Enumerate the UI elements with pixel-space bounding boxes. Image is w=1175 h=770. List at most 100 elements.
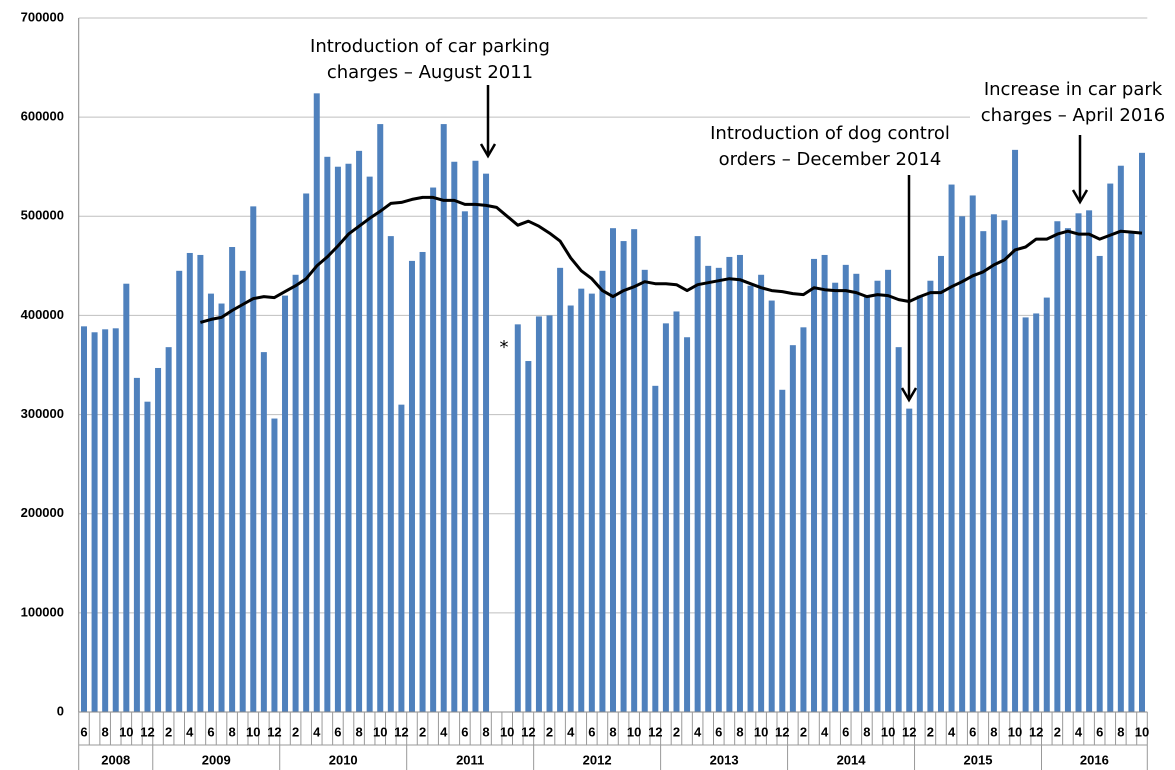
x-tick-label: 12 (902, 724, 916, 739)
x-tick-label: 8 (1117, 724, 1124, 739)
bar (620, 241, 627, 713)
annotation-text: charges – August 2011 (327, 62, 533, 83)
y-tick-label: 300000 (21, 406, 64, 421)
year-label: 2009 (202, 752, 231, 767)
annotation-text: Introduction of car parking (310, 36, 550, 57)
bar (525, 361, 532, 712)
bar (1096, 255, 1103, 712)
bar (1022, 317, 1029, 712)
bar (218, 303, 225, 712)
y-tick-label: 700000 (21, 9, 64, 24)
bar (144, 401, 151, 712)
bar (81, 326, 87, 712)
bar (356, 150, 363, 712)
bar (1086, 210, 1093, 712)
bar (673, 311, 680, 712)
x-tick-label: 6 (334, 724, 341, 739)
annotation-background (290, 32, 570, 90)
bar (885, 269, 892, 712)
x-tick-label: 4 (313, 724, 321, 739)
x-tick-label: 12 (648, 724, 662, 739)
x-tick-label: 2 (165, 724, 172, 739)
bar (705, 265, 712, 712)
x-tick-label: 10 (246, 724, 260, 739)
bar (345, 163, 352, 713)
x-tick-label: 6 (80, 724, 87, 739)
x-tick-label: 6 (1096, 724, 1103, 739)
bar (377, 124, 384, 712)
year-label: 2015 (964, 752, 993, 767)
bar (1107, 183, 1114, 712)
bar (969, 195, 976, 713)
bar (694, 236, 701, 712)
bar (1033, 313, 1040, 712)
x-tick-label: 4 (1075, 724, 1083, 739)
bar (440, 124, 447, 712)
bar (758, 274, 765, 712)
arrow-head (900, 387, 918, 403)
year-label: 2013 (710, 752, 739, 767)
bar (102, 329, 109, 712)
bar (1012, 149, 1019, 713)
bar (874, 280, 881, 712)
bar (292, 274, 299, 712)
moving-average-line (199, 195, 1143, 324)
year-label: 2012 (583, 752, 612, 767)
x-tick-label: 10 (373, 724, 387, 739)
x-tick-label: 8 (863, 724, 870, 739)
x-tick-label: 10 (754, 724, 768, 739)
bar (895, 347, 902, 712)
bar (546, 315, 553, 712)
bar (906, 408, 913, 712)
bar (610, 228, 616, 712)
y-tick-label: 500000 (21, 208, 64, 223)
annotation-text: charges – April 2016 (981, 105, 1165, 126)
bar (832, 282, 839, 712)
x-tick-label: 12 (775, 724, 789, 739)
bar (1054, 221, 1061, 712)
bar (176, 270, 183, 712)
bar (250, 206, 257, 712)
bar (768, 300, 775, 712)
bar (514, 324, 521, 712)
bar (821, 254, 828, 713)
x-tick-label: 10 (627, 724, 641, 739)
x-tick-label: 4 (186, 724, 194, 739)
bar (959, 216, 966, 713)
bar (853, 273, 860, 712)
x-tick-label: 2 (1054, 724, 1061, 739)
annotation-text: * (500, 337, 509, 358)
bar (535, 316, 542, 712)
bar (483, 173, 490, 712)
x-tick-label: 12 (140, 724, 154, 739)
x-tick-label: 10 (1135, 724, 1149, 739)
y-tick-label: 0 (57, 703, 64, 718)
bar (747, 285, 754, 712)
bar (461, 211, 468, 713)
bar (789, 345, 796, 712)
bar (1001, 220, 1008, 712)
bar (1043, 297, 1050, 712)
bar (324, 156, 331, 713)
bar (91, 332, 98, 712)
arrow-head (1071, 189, 1089, 205)
annotation-background (680, 118, 980, 176)
x-tick-label: 6 (207, 724, 214, 739)
x-tick-label: 6 (969, 724, 976, 739)
annotation-text: Increase in car park (984, 79, 1163, 100)
x-tick-label: 10 (119, 724, 133, 739)
bar (937, 255, 944, 712)
x-tick-label: 8 (609, 724, 616, 739)
bar (334, 166, 341, 712)
bar (652, 385, 659, 712)
bar (197, 254, 204, 713)
bar (472, 160, 479, 712)
bar (282, 295, 289, 712)
year-label: 2011 (456, 752, 484, 767)
x-tick-label: 10 (881, 724, 895, 739)
x-tick-label: 8 (102, 724, 109, 739)
bar (398, 404, 405, 712)
bar (408, 260, 415, 712)
x-tick-label: 10 (500, 724, 514, 739)
